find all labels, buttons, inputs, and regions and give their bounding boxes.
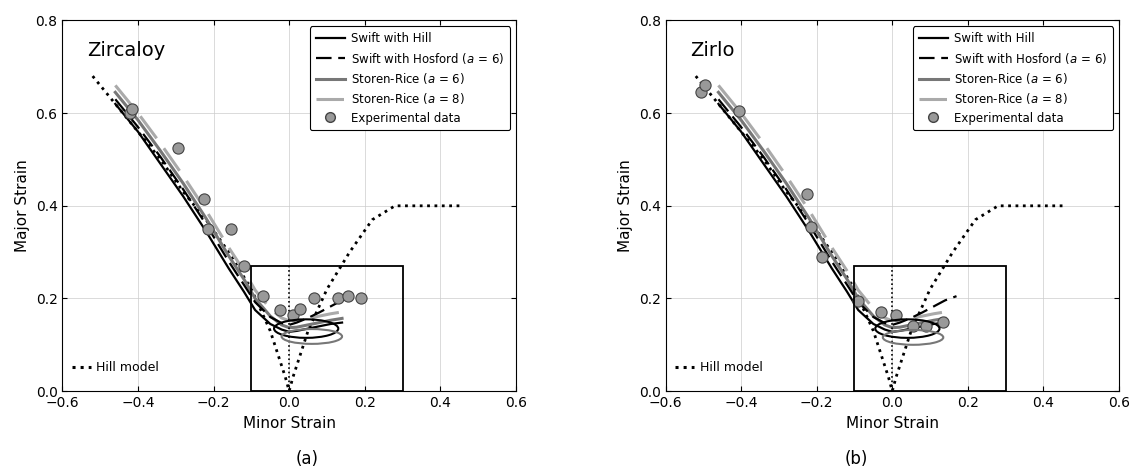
Point bbox=[284, 311, 302, 318]
Point bbox=[121, 109, 140, 117]
Point bbox=[168, 144, 187, 151]
Point bbox=[235, 262, 253, 270]
Point bbox=[270, 306, 289, 314]
Point bbox=[887, 311, 906, 318]
Point bbox=[917, 323, 935, 330]
Point bbox=[802, 223, 820, 230]
Point bbox=[903, 323, 922, 330]
Y-axis label: Major Strain: Major Strain bbox=[15, 159, 30, 252]
X-axis label: Minor Strain: Minor Strain bbox=[243, 416, 335, 431]
Point bbox=[731, 107, 749, 114]
Point bbox=[195, 195, 213, 203]
Bar bbox=[854, 266, 1005, 391]
Point bbox=[199, 225, 218, 233]
Point bbox=[693, 89, 711, 96]
Text: Hill model: Hill model bbox=[96, 361, 159, 373]
Legend: Swift with Hill, Swift with Hosford ($a$ = 6), Storen-Rice ($a$ = 6), Storen-Ric: Swift with Hill, Swift with Hosford ($a$… bbox=[309, 26, 510, 130]
Point bbox=[696, 82, 714, 89]
Point bbox=[221, 225, 239, 233]
Y-axis label: Major Strain: Major Strain bbox=[618, 159, 633, 252]
Point bbox=[871, 309, 890, 316]
Point bbox=[124, 105, 142, 112]
Text: Zirlo: Zirlo bbox=[690, 41, 735, 60]
X-axis label: Minor Strain: Minor Strain bbox=[846, 416, 939, 431]
Point bbox=[253, 292, 271, 300]
Text: (a): (a) bbox=[295, 450, 318, 469]
Point bbox=[339, 292, 357, 300]
Point bbox=[352, 295, 370, 302]
Point bbox=[850, 297, 868, 304]
Text: Hill model: Hill model bbox=[700, 361, 763, 373]
Point bbox=[291, 305, 309, 312]
Point bbox=[305, 295, 323, 302]
Text: (b): (b) bbox=[845, 450, 868, 469]
Point bbox=[329, 295, 347, 302]
Point bbox=[934, 318, 953, 325]
Point bbox=[813, 253, 831, 261]
Legend: Swift with Hill, Swift with Hosford ($a$ = 6), Storen-Rice ($a$ = 6), Storen-Ric: Swift with Hill, Swift with Hosford ($a$… bbox=[913, 26, 1113, 130]
Bar bbox=[252, 266, 403, 391]
Text: Zircaloy: Zircaloy bbox=[87, 41, 166, 60]
Point bbox=[798, 190, 816, 198]
